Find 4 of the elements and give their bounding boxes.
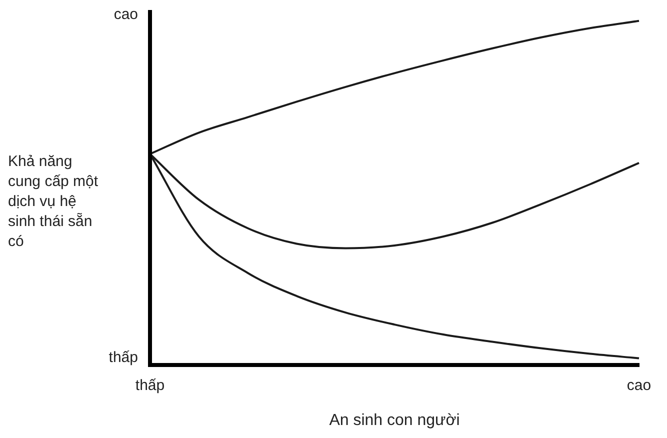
text: cao xyxy=(114,6,138,23)
text: thấp xyxy=(108,348,138,366)
x-axis-title: An sinh con người xyxy=(329,412,460,429)
y-axis-title: Khả năng cung cấp một dịch vụ hệ sinh thái sẵn có xyxy=(8,152,100,252)
